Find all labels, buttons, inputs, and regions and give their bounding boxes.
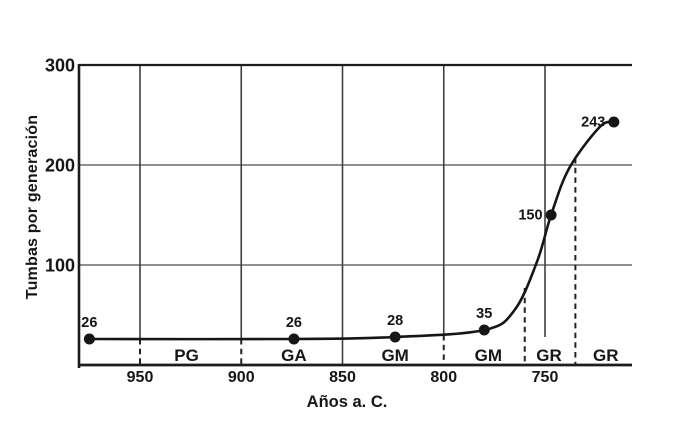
period-label: GM xyxy=(475,346,502,365)
curve-line xyxy=(88,120,616,341)
x-tick-label: 800 xyxy=(430,369,457,386)
period-label: GR xyxy=(536,346,562,365)
data-point xyxy=(288,333,300,345)
x-tick-label: 950 xyxy=(127,369,154,386)
data-point xyxy=(478,324,490,336)
data-point xyxy=(545,209,557,221)
period-label: GA xyxy=(281,346,307,365)
y-tick-label: 300 xyxy=(45,56,75,76)
data-point-label: 26 xyxy=(81,315,97,331)
data-point xyxy=(83,333,95,345)
data-point xyxy=(608,116,620,128)
y-tick-label: 100 xyxy=(45,256,75,276)
y-axis-title: Tumbas por generación xyxy=(24,114,41,300)
data-point-label: 150 xyxy=(518,208,542,224)
period-label: PG xyxy=(174,346,199,365)
x-tick-label: 850 xyxy=(329,369,356,386)
period-label: GM xyxy=(381,346,408,365)
data-point-label: 243 xyxy=(581,115,605,131)
x-tick-label: 750 xyxy=(532,369,559,386)
x-axis-title: Años a. C. xyxy=(306,393,388,411)
data-point-label: 26 xyxy=(286,315,302,331)
data-point-label: 35 xyxy=(476,306,492,322)
period-label: GR xyxy=(593,346,619,365)
x-tick-label: 900 xyxy=(228,369,255,386)
y-tick-label: 200 xyxy=(45,156,75,176)
data-point xyxy=(389,331,401,343)
data-point-label: 28 xyxy=(387,313,403,329)
